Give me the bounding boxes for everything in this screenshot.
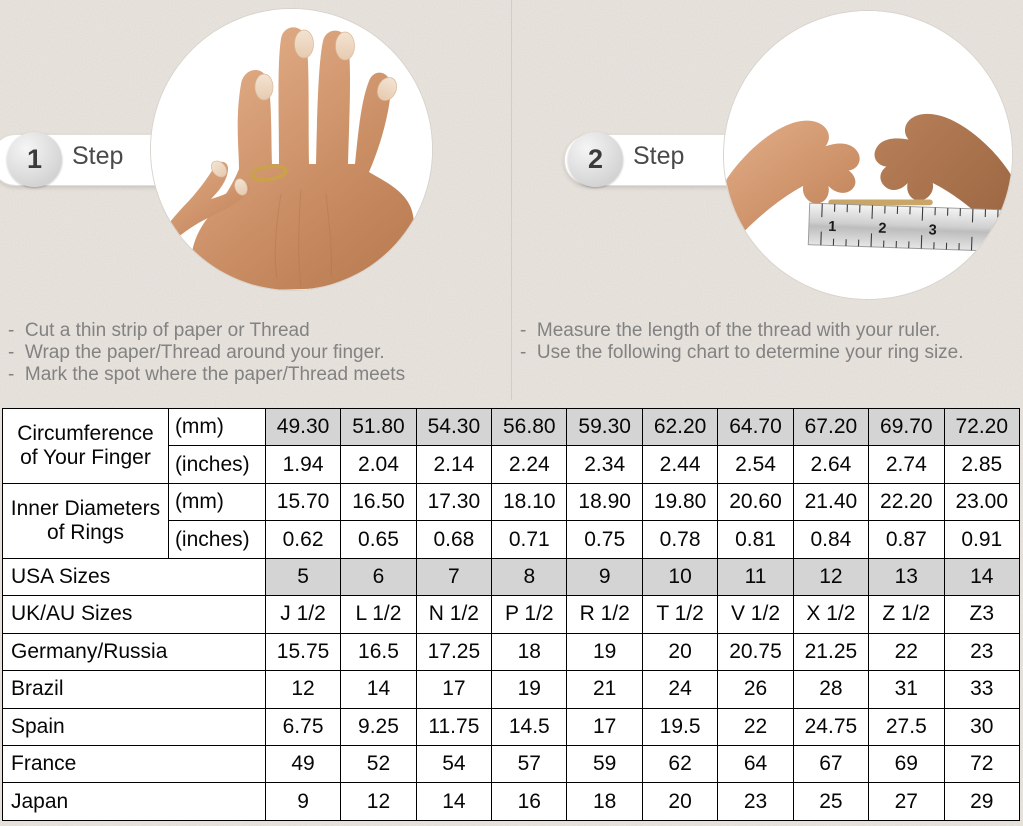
svg-text:1: 1 xyxy=(828,219,837,235)
svg-text:3: 3 xyxy=(928,222,937,238)
svg-text:2: 2 xyxy=(878,221,887,237)
